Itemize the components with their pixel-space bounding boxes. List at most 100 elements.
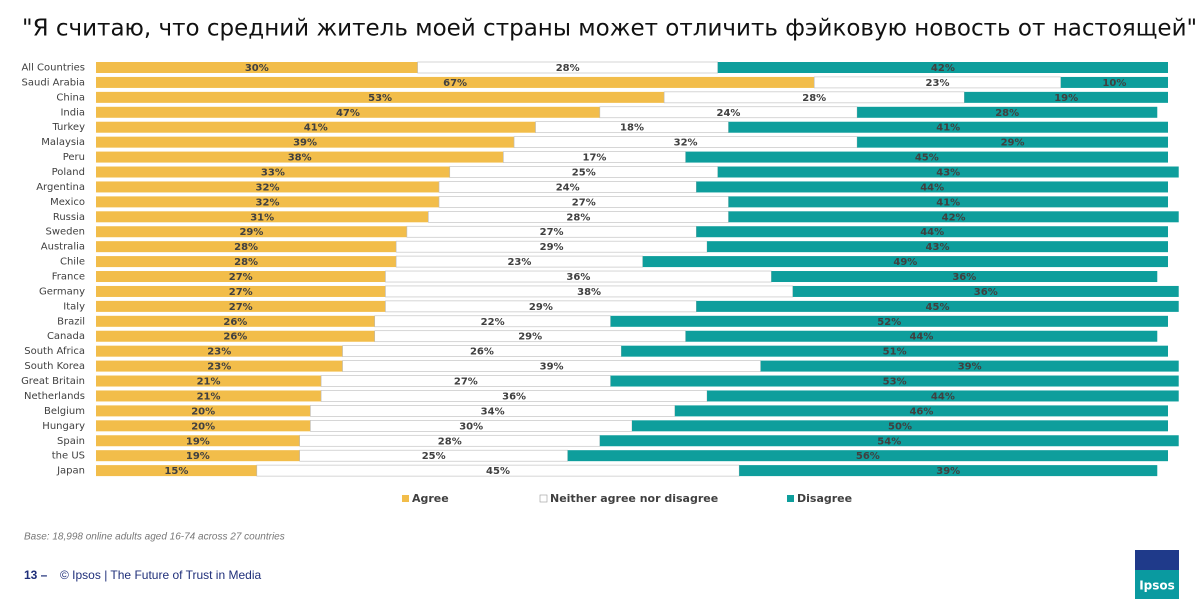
bar-segment (96, 62, 418, 73)
bar-segment (96, 300, 386, 312)
value-label: 41% (936, 123, 960, 134)
bar-segment (96, 256, 397, 268)
bar-segment (96, 465, 257, 477)
value-label: 25% (422, 451, 446, 462)
bar-segment (96, 420, 311, 432)
value-label: 25% (572, 168, 596, 179)
value-label: 27% (540, 227, 564, 238)
value-label: 43% (936, 168, 960, 179)
bar-segment (642, 256, 1168, 268)
value-label: 28% (802, 93, 826, 104)
value-label: 27% (572, 197, 596, 208)
category-label: South Korea (24, 361, 85, 372)
bar-segment (696, 226, 1168, 238)
category-label: Hungary (42, 421, 85, 432)
bar-segment (567, 450, 1168, 462)
value-label: 44% (920, 227, 944, 238)
value-label: 23% (207, 362, 231, 373)
value-label: 23% (207, 347, 231, 358)
category-label: Malaysia (41, 137, 85, 148)
logo-top (1135, 550, 1179, 570)
category-label: Canada (47, 331, 85, 342)
category-label: Germany (39, 286, 85, 297)
bar-segment (1060, 76, 1168, 88)
value-label: 27% (229, 272, 253, 283)
bar-segment (299, 434, 601, 447)
bar-segment (610, 315, 1168, 327)
footer-text: © Ipsos | The Future of Trust in Media (60, 568, 261, 582)
legend-label: Agree (412, 492, 449, 505)
category-label: Saudi Arabia (22, 77, 85, 88)
value-label: 42% (942, 212, 966, 223)
category-label: Netherlands (24, 391, 85, 402)
bar-segment (728, 196, 1168, 208)
logo-text: Ipsos (1139, 579, 1175, 593)
bar-segment (96, 285, 386, 297)
bar-segment (96, 196, 440, 208)
value-label: 23% (926, 78, 950, 89)
bar-segment (96, 345, 343, 357)
value-label: 28% (234, 257, 258, 268)
bar-segment (857, 136, 1168, 148)
bar-segment (685, 151, 1168, 163)
note: Base: 18,998 online adults aged 16-74 ac… (24, 532, 285, 543)
bar-segment (96, 450, 300, 462)
value-label: 42% (931, 63, 955, 74)
category-label: South Africa (24, 346, 85, 357)
legend-swatch (539, 494, 548, 503)
bar-segment (610, 375, 1179, 387)
bar-segment (96, 106, 600, 118)
value-label: 36% (974, 287, 998, 298)
category-label: Poland (52, 167, 85, 178)
value-label: 39% (936, 466, 960, 477)
value-label: 56% (856, 451, 880, 462)
value-label: 10% (1102, 78, 1126, 89)
legend-swatch (787, 495, 794, 502)
value-label: 44% (920, 182, 944, 193)
value-label: 29% (518, 332, 542, 343)
value-label: 38% (288, 153, 312, 164)
category-label: Sweden (45, 227, 85, 238)
bar-segment (964, 91, 1168, 103)
category-label: Great Britain (21, 376, 85, 387)
bar-segment (857, 106, 1158, 118)
value-label: 46% (909, 406, 933, 417)
value-label: 47% (336, 108, 360, 119)
bar-segment (96, 435, 300, 447)
legend-label: Neither agree nor disagree (550, 492, 718, 505)
bar-segment (96, 360, 343, 372)
category-label: Peru (63, 152, 85, 163)
category-label: India (60, 107, 85, 118)
value-label: 29% (239, 227, 263, 238)
value-label: 24% (556, 182, 580, 193)
legend-label: Disagree (797, 492, 852, 505)
bar-segment (717, 62, 1168, 73)
category-label: Argentina (36, 182, 85, 193)
value-label: 36% (952, 272, 976, 283)
category-label: Chile (60, 257, 85, 268)
chart-title: "Я считаю, что средний житель моей стран… (22, 16, 1197, 42)
bar-segment (96, 91, 665, 103)
bar-segment (96, 76, 815, 88)
value-label: 43% (926, 242, 950, 253)
value-label: 30% (245, 63, 269, 74)
bar-segment (792, 285, 1179, 297)
value-label: 28% (566, 212, 590, 223)
bar-segment (96, 211, 429, 223)
bar-segment (728, 121, 1168, 133)
value-label: 36% (502, 391, 526, 402)
value-label: 29% (540, 242, 564, 253)
value-label: 53% (883, 377, 907, 388)
value-label: 21% (197, 391, 221, 402)
value-label: 44% (909, 332, 933, 343)
value-label: 28% (556, 63, 580, 74)
value-label: 27% (454, 377, 478, 388)
value-label: 39% (293, 138, 317, 149)
value-label: 45% (486, 466, 510, 477)
value-label: 26% (470, 347, 494, 358)
value-label: 45% (926, 302, 950, 313)
bar-segment (760, 360, 1179, 372)
category-label: Italy (63, 301, 85, 312)
logo: Ipsos (1135, 550, 1179, 599)
bar-segment (685, 330, 1158, 342)
